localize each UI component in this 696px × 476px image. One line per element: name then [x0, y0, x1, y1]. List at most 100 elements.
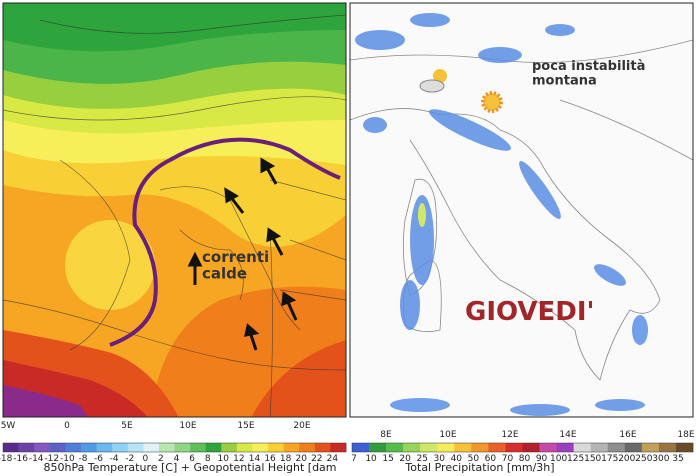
colorbar-swatch [624, 443, 643, 452]
colorbar-swatch [403, 443, 421, 452]
colorbar-label: 35 [672, 454, 683, 464]
colorbar-label: -2 [125, 454, 134, 464]
colorbar-swatch [65, 443, 82, 452]
colorbar-swatch [143, 443, 160, 452]
colorbar-swatch [658, 443, 677, 452]
annotation: poca instabilità montana [532, 59, 645, 88]
colorbar-swatch [330, 443, 347, 452]
colorbar-swatch [539, 443, 557, 452]
colorbar-label: 4 [174, 454, 180, 464]
colorbar-label: -12 [44, 454, 59, 464]
colorbar-label: 80 [519, 454, 531, 464]
colorbar-label: -14 [29, 454, 44, 464]
colorbar-label: 15 [382, 454, 393, 464]
annotation: correnti calde [202, 248, 269, 283]
colorbar-label: 24 [327, 454, 339, 464]
colorbar-label: 300 [652, 454, 669, 464]
caption: Total Precipitation [mm/3h] [404, 461, 554, 474]
colorbar-swatch [221, 443, 238, 452]
colorbar-swatch [437, 443, 455, 452]
colorbar-label: 100 [550, 454, 567, 464]
colorbar-label: -18 [0, 454, 13, 464]
caption: 850hPa Temperature [C] + Geopotential He… [43, 461, 336, 474]
colorbar-label: 25 [416, 454, 427, 464]
colorbar-swatch [49, 443, 66, 452]
colorbar-label: 60 [485, 454, 497, 464]
colorbar-label: 8 [205, 454, 211, 464]
longitude-label: 10E [439, 430, 456, 440]
colorbar-label: 18 [280, 454, 292, 464]
colorbar-swatch [369, 443, 387, 452]
longitude-label: 8E [380, 430, 392, 440]
colorbar-label: 16 [264, 454, 276, 464]
colorbar-swatch [80, 443, 97, 452]
weather-icons [419, 69, 503, 113]
colorbar-swatch [505, 443, 523, 452]
colorbar-label: 14 [249, 454, 261, 464]
colorbar-label: 7 [351, 454, 357, 464]
colorbar-swatch [236, 443, 253, 452]
colorbar-label: 90 [536, 454, 548, 464]
colorbar-label: 6 [189, 454, 195, 464]
colorbar-label: 50 [468, 454, 480, 464]
colorbar-label: 150 [584, 454, 601, 464]
arrows [187, 157, 298, 351]
colorbar-label: 40 [451, 454, 463, 464]
colorbar-label: 175 [601, 454, 618, 464]
longitude-label: 5W [1, 421, 16, 431]
colorbar-swatch [522, 443, 540, 452]
colorbar-label: 200 [618, 454, 635, 464]
colorbar-swatch [573, 443, 591, 452]
colorbar-swatch [454, 443, 472, 452]
colorbar-label: 125 [567, 454, 584, 464]
colorbar-swatch [252, 443, 269, 452]
colorbar-label: -10 [60, 454, 75, 464]
colorbar-frame [351, 442, 694, 453]
longitude-label: 10E [179, 421, 196, 431]
colorbar-swatch [18, 443, 35, 452]
longitude-label: 14E [559, 430, 576, 440]
colorbar-swatch [205, 443, 222, 452]
colorbar-frame [2, 442, 347, 453]
colorbar-swatch [471, 443, 489, 452]
colorbar-swatch [283, 443, 300, 452]
colorbar-swatch [3, 443, 19, 452]
colorbar-label: -8 [78, 454, 87, 464]
colorbar-swatch [352, 443, 370, 452]
colorbar-swatch [488, 443, 506, 452]
precipitation-map [350, 3, 693, 417]
longitude-label: 20E [293, 421, 310, 431]
colorbar-label: 20 [399, 454, 411, 464]
rain-areas [355, 13, 648, 416]
colorbar-label: -16 [13, 454, 28, 464]
colorbar-swatch [420, 443, 438, 452]
colorbar-swatch [158, 443, 175, 452]
colorbar-swatch [607, 443, 626, 452]
colorbar-label: 250 [635, 454, 652, 464]
colorbar-label: 10 [365, 454, 377, 464]
colorbar-swatch [34, 443, 51, 452]
longitude-label: 18E [677, 430, 694, 440]
colorbar-label: 10 [218, 454, 230, 464]
colorbar-swatch [314, 443, 331, 452]
colorbar-label: 30 [434, 454, 446, 464]
longitude-label: 16E [619, 430, 636, 440]
longitude-label: 0 [64, 421, 70, 431]
colorbar-label: -4 [110, 454, 119, 464]
colorbar-swatch [268, 443, 284, 452]
colorbar-swatch [190, 443, 206, 452]
colorbar-swatch [174, 443, 191, 452]
longitude-label: 15E [237, 421, 254, 431]
colorbar-swatch [556, 443, 574, 452]
temperature-map [3, 3, 346, 417]
colorbar-label: 12 [233, 454, 244, 464]
colorbar-swatch [299, 443, 316, 452]
colorbar-label: 20 [296, 454, 308, 464]
colorbar-label: -6 [94, 454, 103, 464]
colorbar-swatch [112, 443, 129, 452]
colorbar-label: 0 [142, 454, 148, 464]
colorbar-swatch [641, 443, 660, 452]
colorbar-swatch [590, 443, 609, 452]
longitude-label: 5E [121, 421, 133, 431]
